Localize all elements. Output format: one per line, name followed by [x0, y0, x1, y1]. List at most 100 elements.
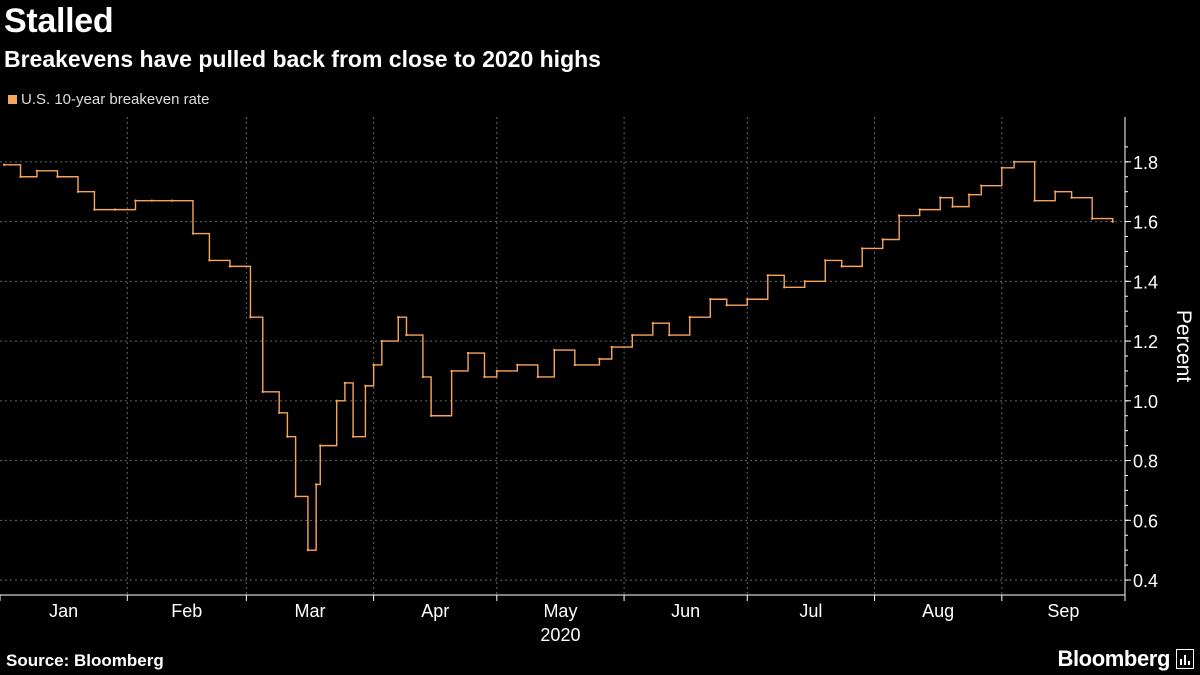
data-point [466, 351, 470, 355]
chart-title: Stalled [4, 2, 114, 40]
data-point [113, 208, 117, 211]
data-point [364, 384, 367, 388]
y-tick-label: 0.8 [1133, 452, 1158, 472]
data-point [2, 163, 6, 166]
data-point [725, 304, 728, 307]
data-point [495, 369, 499, 373]
x-tick-label: Mar [294, 601, 325, 621]
data-point [1111, 220, 1114, 223]
y-tick-label: 1.6 [1133, 213, 1158, 233]
y-tick-label: 1.2 [1133, 332, 1158, 352]
x-year-label: 2020 [540, 625, 580, 645]
data-point [967, 193, 971, 196]
chart-subtitle: Breakevens have pulled back from close t… [4, 46, 601, 72]
data-point [766, 274, 769, 277]
y-tick-label: 1.8 [1133, 153, 1158, 173]
data-point [150, 199, 154, 202]
data-point [306, 548, 310, 552]
x-tick-label: Sep [1047, 601, 1079, 621]
data-point [335, 399, 338, 403]
data-point [405, 333, 408, 337]
data-point [668, 333, 671, 337]
data-point [840, 265, 843, 268]
y-axis-label: Percent [1172, 310, 1195, 383]
data-point [918, 208, 921, 211]
data-point [208, 259, 211, 262]
tick-labels: 0.4 0.6 0.8 1.0 1.2 1.4 1.6 1.8 Jan Feb Mar Apr May J… [49, 153, 1195, 645]
data-point [709, 298, 712, 301]
data-point [261, 390, 264, 394]
data-point [421, 375, 425, 379]
data-point [277, 411, 281, 414]
data-point [314, 483, 318, 486]
data-point [397, 315, 400, 319]
grid [0, 117, 1125, 595]
data-point [746, 298, 749, 301]
data-point [951, 205, 954, 208]
x-tick-label: Apr [421, 601, 449, 621]
data-point [191, 232, 195, 235]
data-point [1090, 217, 1094, 220]
data-point [1000, 166, 1004, 169]
data-point [429, 414, 433, 417]
data-point [351, 435, 355, 438]
data-point [35, 169, 39, 172]
data-point [610, 345, 613, 349]
logo-text: Bloomberg [1057, 646, 1170, 671]
axes [0, 117, 1131, 601]
data-point [134, 199, 137, 202]
data-point [688, 315, 691, 319]
data-point [294, 495, 297, 498]
data-point [93, 208, 96, 211]
x-tick-label: Jan [49, 601, 78, 621]
x-tick-label: May [543, 601, 577, 621]
data-point [651, 321, 655, 325]
series-layer [2, 160, 1114, 552]
data-point [861, 247, 864, 250]
bloomberg-logo: Bloomberg [1057, 646, 1194, 672]
data-point [881, 238, 884, 241]
data-point [573, 363, 577, 367]
data-point [1033, 199, 1036, 202]
data-point [19, 175, 22, 178]
data-point [553, 348, 556, 352]
data-point [56, 175, 59, 178]
series-line [4, 161, 1114, 551]
data-point [897, 214, 901, 217]
data-point [783, 286, 786, 289]
data-point [536, 375, 540, 379]
data-point [319, 444, 322, 447]
legend-label: U.S. 10-year breakeven rate [21, 91, 210, 108]
bloomberg-logo-icon [1176, 649, 1194, 669]
data-point [1070, 196, 1073, 199]
data-point [450, 369, 453, 373]
data-point [803, 280, 806, 283]
y-tick-label: 0.4 [1133, 571, 1158, 591]
y-tick-label: 1.4 [1133, 272, 1158, 292]
data-point [372, 363, 375, 367]
y-tick-label: 0.6 [1133, 511, 1158, 531]
data-point [343, 381, 347, 385]
data-point [939, 196, 942, 199]
x-tick-label: Jul [799, 601, 822, 621]
data-point [1012, 160, 1016, 164]
data-point [598, 357, 601, 361]
legend-swatch [8, 95, 17, 104]
data-point [824, 259, 827, 262]
data-point [171, 199, 174, 202]
x-tick-label: Aug [922, 601, 954, 621]
data-point [631, 333, 634, 337]
data-point [980, 184, 983, 187]
data-point [228, 265, 232, 268]
data-point [286, 435, 289, 438]
legend: U.S. 10-year breakeven rate [8, 91, 209, 108]
data-point [76, 190, 80, 193]
data-point [516, 363, 519, 367]
source-note: Source: Bloomberg [6, 651, 164, 670]
data-point [249, 315, 252, 319]
x-tick-label: Feb [171, 601, 202, 621]
data-point [1054, 190, 1057, 193]
data-point [380, 339, 384, 343]
y-tick-label: 1.0 [1133, 392, 1158, 412]
